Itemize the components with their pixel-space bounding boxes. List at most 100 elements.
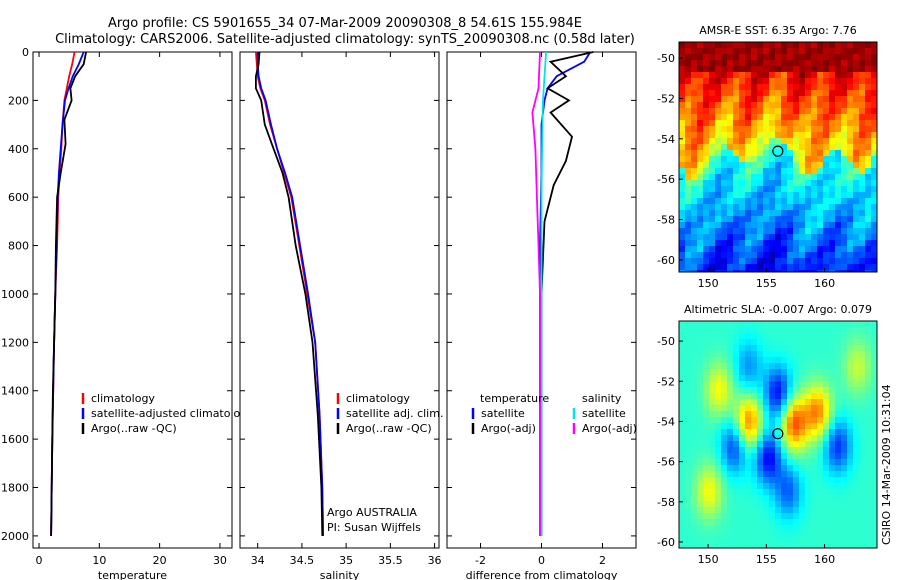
heatmap-cell (721, 42, 728, 49)
heatmap-cell (751, 108, 758, 115)
map-frame (678, 320, 878, 549)
heatmap-cell (715, 351, 722, 358)
heatmap-cell (733, 399, 740, 406)
heatmap-cell (775, 423, 782, 430)
heatmap-cell (787, 204, 794, 211)
heatmap-cell (853, 465, 860, 472)
heatmap-cell (781, 405, 788, 412)
heatmap-cell (835, 453, 842, 460)
heatmap-cell (793, 102, 800, 109)
heatmap-cell (751, 327, 758, 334)
heatmap-cell (829, 198, 836, 205)
heatmap-cell (727, 435, 734, 442)
heatmap-cell (751, 321, 758, 328)
heatmap-cell (859, 525, 866, 532)
heatmap-cell (817, 375, 824, 382)
heatmap-cell (823, 375, 830, 382)
heatmap-cell (685, 339, 692, 346)
heatmap-cell (733, 138, 740, 145)
heatmap-cell (715, 489, 722, 496)
heatmap-cell (697, 204, 704, 211)
heatmap-cell (721, 108, 728, 115)
heatmap-cell (871, 150, 878, 157)
heatmap-cell (817, 90, 824, 97)
heatmap-cell (721, 126, 728, 133)
heatmap-cell (781, 48, 788, 55)
heatmap-cell (769, 228, 776, 235)
heatmap-cell (793, 54, 800, 61)
heatmap-cell (757, 417, 764, 424)
heatmap-cell (709, 222, 716, 229)
heatmap-cell (763, 363, 770, 370)
heatmap-cell (733, 519, 740, 526)
heatmap-cell (691, 114, 698, 121)
heatmap-cell (715, 417, 722, 424)
heatmap-cell (709, 381, 716, 388)
heatmap-cell (805, 405, 812, 412)
heatmap-cell (787, 216, 794, 223)
heatmap-cell (709, 525, 716, 532)
heatmap-cell (805, 513, 812, 520)
heatmap-cell (703, 234, 710, 241)
heatmap-cell (727, 339, 734, 346)
heatmap-cell (685, 96, 692, 103)
heatmap-cell (685, 234, 692, 241)
heatmap-cell (805, 54, 812, 61)
y-tick-label: -52 (657, 92, 675, 105)
heatmap-cell (865, 489, 872, 496)
heatmap-cell (721, 429, 728, 436)
heatmap-cell (763, 42, 770, 49)
heatmap-cell (865, 447, 872, 454)
heatmap-cell (799, 399, 806, 406)
heatmap-cell (853, 72, 860, 79)
heatmap-cell (859, 174, 866, 181)
heatmap-cell (721, 132, 728, 139)
heatmap-cell (787, 252, 794, 259)
heatmap-cell (703, 321, 710, 328)
x-tick-label: -2 (475, 554, 486, 567)
heatmap-cell (715, 453, 722, 460)
heatmap-cell (823, 519, 830, 526)
heatmap-cell (709, 78, 716, 85)
heatmap-cell (853, 327, 860, 334)
heatmap-cell (691, 234, 698, 241)
heatmap-cell (853, 345, 860, 352)
heatmap-cell (751, 501, 758, 508)
heatmap-cell (781, 501, 788, 508)
heatmap-cell (703, 162, 710, 169)
heatmap-cell (817, 84, 824, 91)
heatmap-cell (679, 543, 686, 549)
heatmap-cell (685, 525, 692, 532)
heatmap-cell (763, 513, 770, 520)
heatmap-cell (805, 150, 812, 157)
heatmap-cell (691, 441, 698, 448)
heatmap-cell (775, 483, 782, 490)
heatmap-cell (727, 90, 734, 97)
heatmap-cell (691, 162, 698, 169)
heatmap-cell (835, 78, 842, 85)
heatmap-cell (745, 477, 752, 484)
heatmap-cell (727, 96, 734, 103)
heatmap-cell (829, 453, 836, 460)
heatmap-cell (757, 108, 764, 115)
heatmap-cell (799, 357, 806, 364)
heatmap-cell (745, 483, 752, 490)
series-line-1 (256, 52, 324, 536)
heatmap-cell (781, 459, 788, 466)
heatmap-cell (703, 216, 710, 223)
heatmap-cell (853, 84, 860, 91)
heatmap-cell (853, 216, 860, 223)
heatmap-cell (745, 228, 752, 235)
heatmap-cell (751, 447, 758, 454)
heatmap-cell (781, 399, 788, 406)
heatmap-cell (847, 411, 854, 418)
heatmap-cell (799, 198, 806, 205)
heatmap-cell (703, 519, 710, 526)
heatmap-cell (865, 543, 872, 549)
heatmap-cell (793, 369, 800, 376)
heatmap-cell (805, 72, 812, 79)
heatmap-cell (745, 381, 752, 388)
heatmap-cell (829, 102, 836, 109)
heatmap-cell (811, 162, 818, 169)
heatmap-cell (841, 96, 848, 103)
